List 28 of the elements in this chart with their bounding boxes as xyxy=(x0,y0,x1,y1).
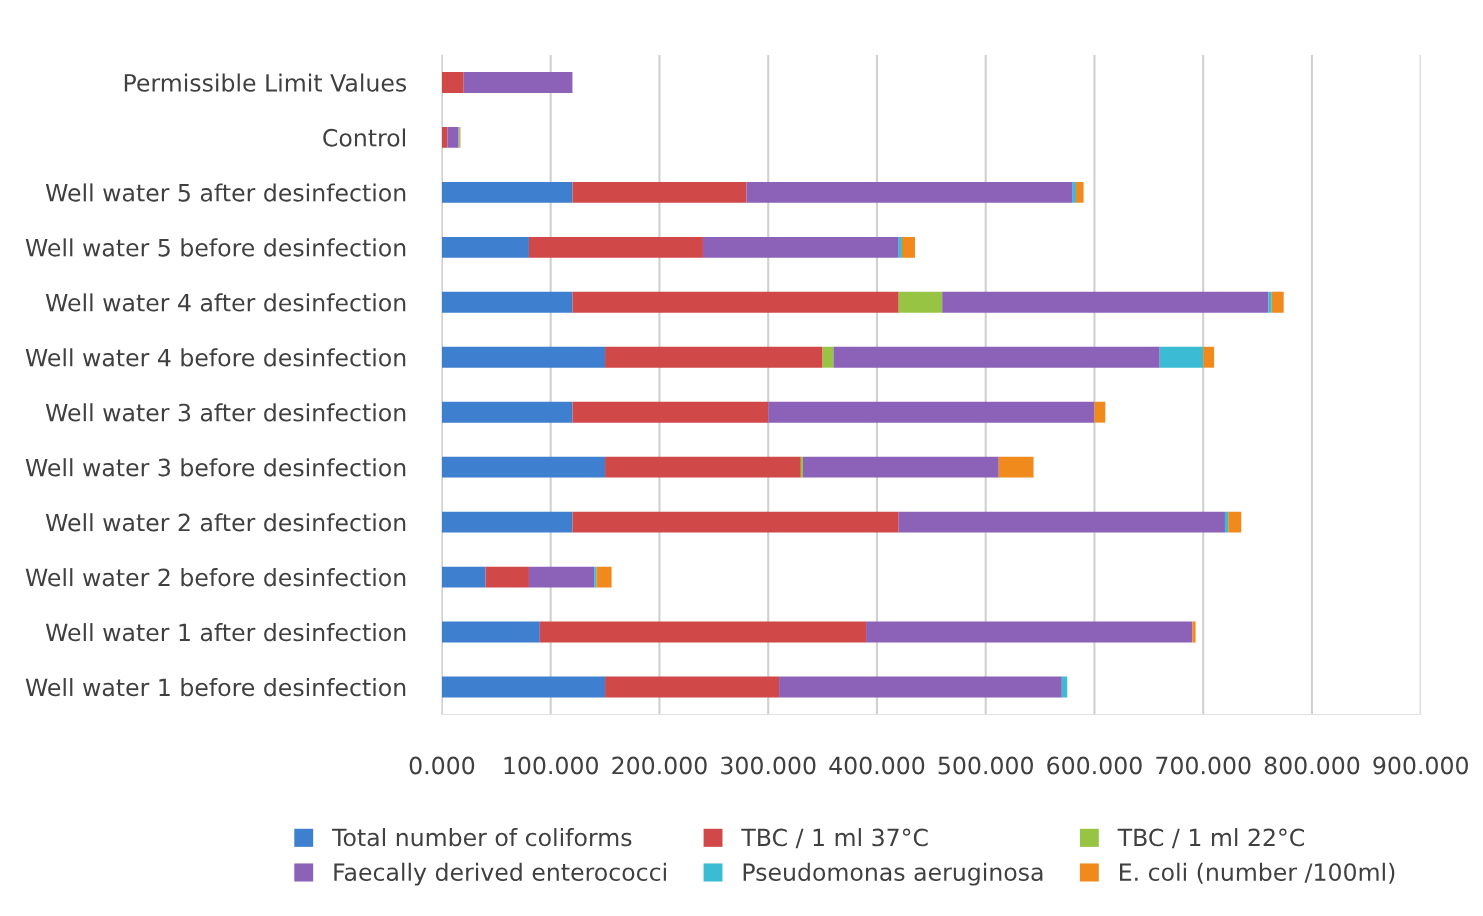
y-tick-label: Well water 5 before desinfection xyxy=(25,238,406,257)
legend-label: Faecally derived enterococci xyxy=(334,862,666,886)
y-tick-label: Well water 3 after desinfection xyxy=(45,403,406,422)
x-tick-label: 200.000 xyxy=(612,756,707,775)
y-tick-label: Well water 4 after desinfection xyxy=(45,293,406,312)
y-tick-label: Control xyxy=(323,128,405,147)
legend-label: E. coli (number /100ml) xyxy=(1120,862,1395,884)
y-tick-label: Well water 5 after desinfection xyxy=(45,183,406,202)
legend-label: Total number of coliforms xyxy=(332,828,632,847)
legend-label: TBC / 1 ml 37°C xyxy=(741,828,928,849)
x-tick-label: 400.000 xyxy=(829,756,925,775)
y-tick-label: Well water 1 after desinfection xyxy=(45,623,406,642)
x-tick-label: 700.000 xyxy=(1156,756,1251,775)
y-tick-label: Well water 3 before desinfection xyxy=(25,458,406,477)
legend-label: Pseudomonas aeruginosa xyxy=(743,862,1043,886)
y-tick-label: Permissible Limit Values xyxy=(124,73,407,92)
y-tick-label: Well water 2 before desinfection xyxy=(25,568,406,587)
y-tick-label: Well water 4 before desinfection xyxy=(25,348,406,367)
y-tick-label: Well water 1 before desinfection xyxy=(25,678,406,697)
x-tick-label: 100.000 xyxy=(504,756,598,775)
legend-label: TBC / 1 ml 22°C xyxy=(1117,828,1304,849)
x-tick-label: 300.000 xyxy=(721,756,816,775)
x-tick-label: 600.000 xyxy=(1047,756,1142,775)
x-tick-label: 800.000 xyxy=(1264,756,1360,775)
y-tick-label: Well water 2 after desinfection xyxy=(45,513,406,532)
x-tick-label: 0.000 xyxy=(409,756,475,775)
x-tick-label: 500.000 xyxy=(938,756,1033,775)
x-tick-label: 900.000 xyxy=(1373,756,1468,775)
